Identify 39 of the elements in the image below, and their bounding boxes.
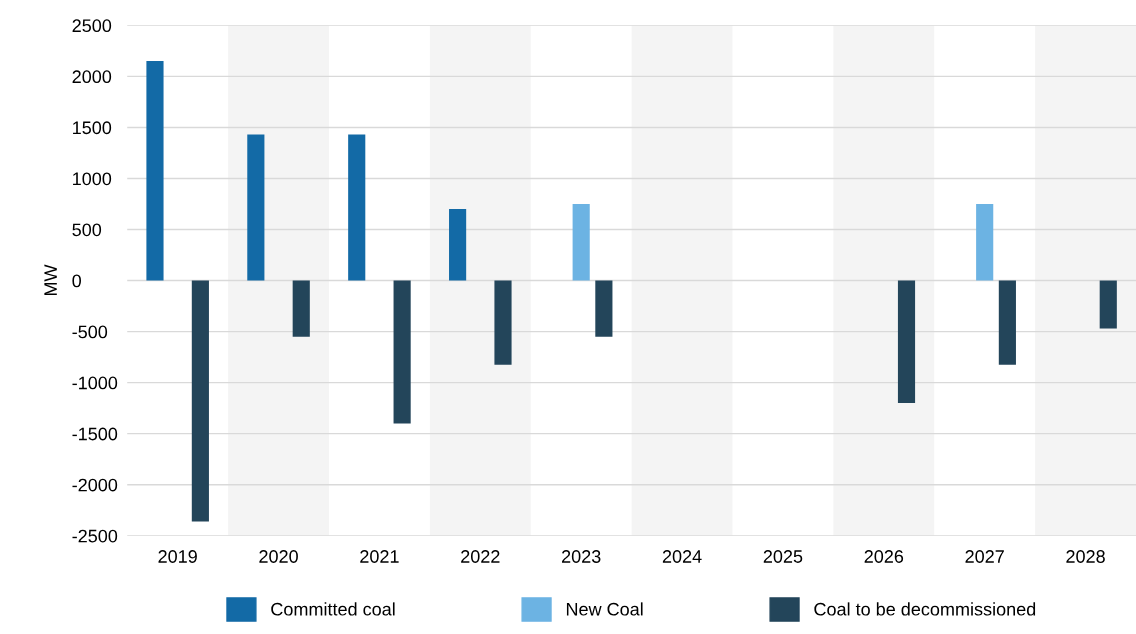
bar xyxy=(292,280,310,337)
x-tick-label: 2022 xyxy=(461,550,500,563)
x-tick-label: 2024 xyxy=(662,550,702,563)
y-tick-label: -1500 xyxy=(72,427,118,441)
y-tick-label: 2000 xyxy=(72,70,112,84)
bar xyxy=(494,280,512,365)
y-tick-label: -500 xyxy=(72,325,108,339)
bar xyxy=(1099,280,1117,329)
x-tick-label: 2027 xyxy=(965,550,1004,563)
bar xyxy=(976,203,994,281)
y-tick-label: 0 xyxy=(72,274,82,288)
x-tick-label: 2028 xyxy=(1066,550,1105,563)
y-axis-title: MW xyxy=(44,264,57,296)
y-tick-label: 500 xyxy=(72,223,102,237)
legend-label: New Coal xyxy=(566,602,643,616)
bar xyxy=(247,134,265,281)
y-tick-label: -2000 xyxy=(72,478,118,492)
bar xyxy=(393,280,411,424)
bar xyxy=(572,203,590,281)
x-tick-label: 2026 xyxy=(864,550,904,563)
legend-label: Coal to be decommissioned xyxy=(814,602,1036,616)
legend-label: Committed coal xyxy=(271,602,395,616)
x-tick-label: 2021 xyxy=(360,550,399,563)
y-tick-label: 1500 xyxy=(73,121,112,135)
x-tick-label: 2019 xyxy=(158,550,197,563)
y-tick-label: -1000 xyxy=(72,376,118,390)
bar xyxy=(998,280,1016,365)
y-tick-label: 1000 xyxy=(73,172,112,186)
bar xyxy=(897,280,916,404)
y-tick-label: -2500 xyxy=(72,529,118,543)
bar xyxy=(191,280,209,522)
x-tick-label: 2020 xyxy=(259,550,298,563)
x-tick-label: 2023 xyxy=(562,550,601,563)
x-tick-label: 2025 xyxy=(763,550,803,563)
bar xyxy=(449,209,467,281)
bar xyxy=(595,280,613,337)
bar xyxy=(348,134,366,281)
bar xyxy=(146,61,164,281)
y-tick-label: 2500 xyxy=(72,19,112,33)
